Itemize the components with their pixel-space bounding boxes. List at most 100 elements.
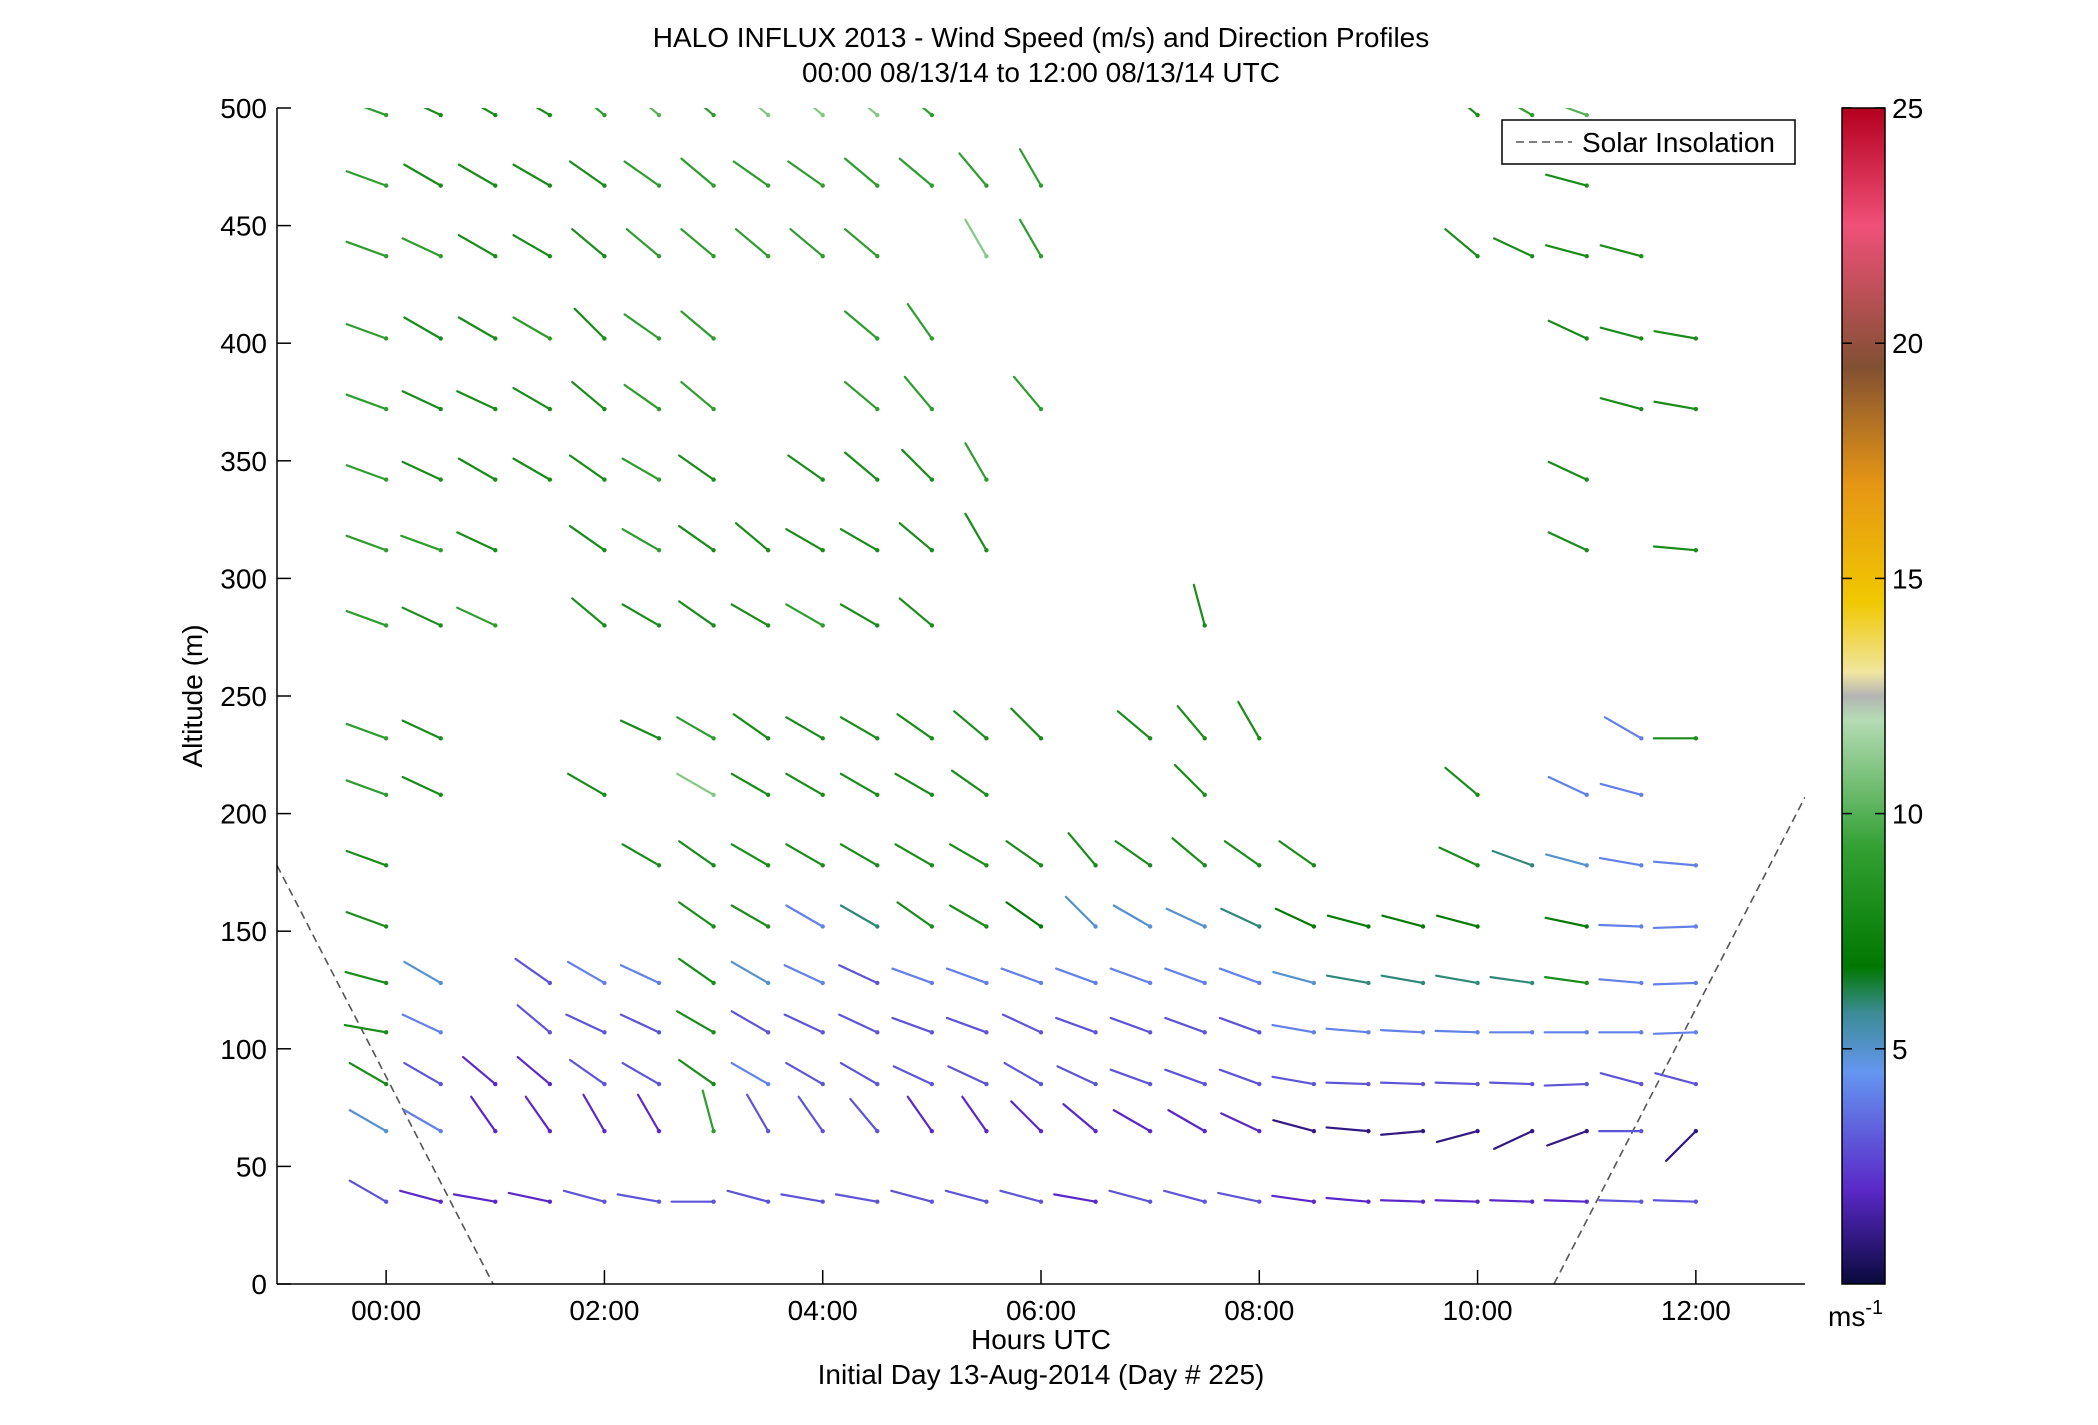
wind-barb-tip <box>1529 863 1535 868</box>
wind-barb <box>678 524 715 552</box>
wind-barb-tip <box>656 1030 662 1035</box>
wind-barb <box>958 152 988 187</box>
wind-barb-tip <box>547 1081 553 1087</box>
wind-barb <box>348 1179 388 1203</box>
wind-barb <box>623 383 661 411</box>
wind-barb <box>348 1061 388 1086</box>
wind-barb-tip <box>1311 1030 1317 1035</box>
wind-barb <box>1272 970 1315 985</box>
wind-barb-tip <box>383 547 389 553</box>
wind-barb <box>1164 1068 1206 1086</box>
wind-barb <box>1112 1109 1152 1133</box>
wind-barb-tip <box>1475 253 1480 259</box>
wind-barb-tip <box>1147 1199 1153 1204</box>
y-tick-label: 0 <box>251 1269 267 1300</box>
wind-barb-tip <box>1693 1081 1699 1087</box>
wind-barb-tip <box>711 406 716 412</box>
wind-barb <box>1010 1100 1043 1133</box>
wind-barb-tip <box>711 336 716 341</box>
wind-barb <box>787 454 824 481</box>
wind-barb <box>746 1093 770 1133</box>
wind-barb-tip <box>929 792 935 797</box>
wind-barb <box>1492 237 1534 258</box>
wind-barb <box>898 522 933 552</box>
wind-barb-tip <box>438 253 443 259</box>
wind-barb-tip <box>820 1199 825 1204</box>
wind-barb <box>703 108 715 117</box>
wind-barb-tip <box>602 623 607 628</box>
wind-barb <box>838 964 879 985</box>
wind-barb-tip <box>820 924 825 929</box>
wind-barb-tip <box>1311 863 1317 868</box>
wind-barb <box>345 911 388 928</box>
wind-barb-tip <box>1584 1199 1589 1204</box>
wind-barb <box>898 597 933 627</box>
wind-barb <box>1544 916 1588 928</box>
wind-barb-tip <box>711 112 716 118</box>
wind-barb <box>1652 1031 1697 1035</box>
wind-barb-tip <box>765 863 771 868</box>
wind-barb <box>399 1189 442 1203</box>
wind-barb-tip <box>438 406 443 412</box>
wind-barb <box>345 534 388 552</box>
wind-barb <box>621 843 661 867</box>
wind-barb-tip <box>929 736 935 741</box>
y-tick-label: 200 <box>220 799 267 830</box>
wind-barb <box>844 310 879 340</box>
wind-barb <box>964 218 988 258</box>
wind-barb <box>1438 846 1479 867</box>
colorbar: 5 10 15 20 25 ms-1 <box>1828 93 1923 1332</box>
wind-barb <box>894 772 933 796</box>
wind-barb-tip <box>1202 1081 1207 1087</box>
wind-barb <box>678 1058 715 1086</box>
wind-barb-tip <box>493 547 498 553</box>
wind-barb <box>648 108 661 117</box>
wind-barb-tip <box>1202 1128 1207 1134</box>
wind-barb <box>619 719 661 740</box>
wind-barb <box>680 310 715 340</box>
wind-barb <box>1220 907 1261 928</box>
wind-barb-tip <box>1693 980 1699 986</box>
wind-barb-tip <box>1639 792 1644 797</box>
wind-barb <box>345 779 388 796</box>
wind-barb <box>783 1013 824 1034</box>
wind-barb-tip <box>602 183 607 188</box>
wind-barb-tip <box>1420 1199 1426 1204</box>
wind-barb-tip <box>711 736 716 741</box>
wind-barb <box>1010 707 1043 740</box>
wind-barb <box>401 606 442 627</box>
wind-barb-tip <box>1257 1030 1262 1035</box>
wind-barb-tip <box>1147 980 1153 986</box>
wind-barb <box>1599 244 1643 258</box>
wind-barb-tip <box>1366 980 1371 986</box>
wind-barb-tip <box>820 477 825 482</box>
wind-barb <box>422 108 442 117</box>
wind-barb <box>1272 1119 1315 1133</box>
wind-barb-tip <box>656 547 662 553</box>
wind-barb-tip <box>820 980 825 986</box>
wind-barb-tip <box>929 183 935 188</box>
wind-barb-tip <box>765 1081 771 1087</box>
wind-barb <box>568 454 606 481</box>
wind-barb <box>894 843 933 867</box>
wind-barb-tip <box>656 863 662 868</box>
wind-barb-tip <box>820 1081 825 1087</box>
wind-barb-tip <box>711 547 716 553</box>
wind-barb <box>921 108 933 117</box>
wind-barb-tip <box>438 980 443 986</box>
wind-barb <box>456 606 497 627</box>
wind-barb <box>1599 782 1643 796</box>
wind-barb <box>1491 849 1534 867</box>
wind-barb-tip <box>656 1199 662 1204</box>
wind-barb <box>839 772 879 796</box>
wind-barb <box>348 1109 388 1133</box>
wind-barb <box>470 1095 497 1133</box>
wind-barb <box>568 1058 606 1086</box>
wind-barb-tip <box>1584 477 1589 482</box>
wind-barb <box>901 448 933 481</box>
legend-entry-solar-insolation: Solar Insolation <box>1582 127 1775 158</box>
wind-barb-tip <box>1693 406 1699 412</box>
wind-barb <box>1325 974 1370 985</box>
wind-barb <box>839 603 879 627</box>
wind-barb-tip <box>1093 1081 1098 1087</box>
